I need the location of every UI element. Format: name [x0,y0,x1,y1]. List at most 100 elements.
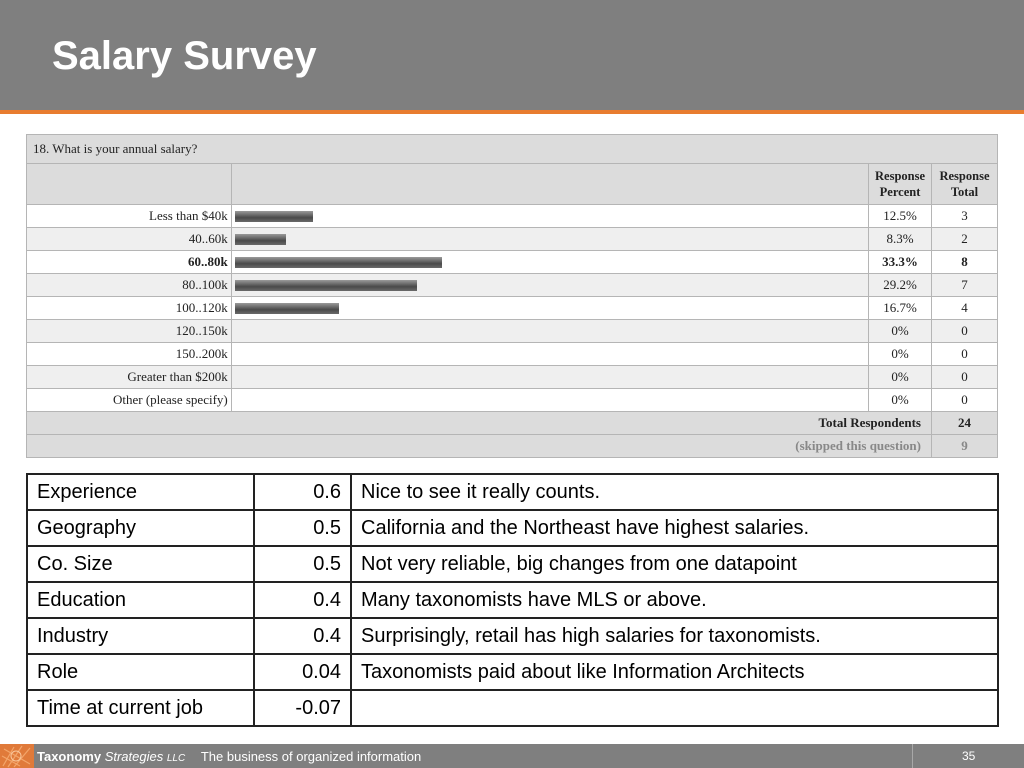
column-header-row: Response Percent Response Total [26,163,998,205]
question-row: 18. What is your annual salary? [26,134,998,164]
answer-label: 40..60k [26,227,232,251]
response-total: 8 [931,250,998,274]
factor-value: 0.5 [253,545,352,583]
response-percent: 12.5% [868,204,932,228]
factor-name: Co. Size [26,545,255,583]
factor-value: 0.04 [253,653,352,691]
brand-word: Strategies [104,749,164,764]
header-percent-line2: Percent [879,185,921,199]
factor-name: Education [26,581,255,619]
factor-name: Geography [26,509,255,547]
factor-value: -0.07 [253,689,352,727]
answer-label: Less than $40k [26,204,232,228]
slide-footer: Taxonomy Strategies LLC The business of … [0,744,1024,768]
skipped-row: (skipped this question) 9 [26,434,998,458]
survey-results-table: 18. What is your annual salary? Response… [26,134,998,458]
survey-row: Other (please specify) 0% 0 [26,388,998,412]
bar-cell [230,273,870,297]
bar-cell [230,227,870,251]
answer-label: Greater than $200k [26,365,232,389]
header-blank-bar [230,163,870,205]
question-text: 18. What is your annual salary? [26,134,998,164]
skipped-label: (skipped this question) [26,434,932,458]
header-total-line2: Total [950,185,979,199]
header-response-percent: Response Percent [868,163,932,205]
response-total: 4 [931,296,998,320]
header-percent-line1: Response [875,169,926,183]
answer-label: 80..100k [26,273,232,297]
total-respondents-label: Total Respondents [26,411,932,435]
slide-title: Salary Survey [52,34,317,78]
survey-row: 100..120k 16.7% 4 [26,296,998,320]
response-total: 3 [931,204,998,228]
answer-label: Other (please specify) [26,388,232,412]
skipped-value: 9 [931,434,998,458]
accent-rule [0,110,1024,114]
response-percent: 0% [868,365,932,389]
factor-row: Geography 0.5 California and the Northeast… [26,509,999,547]
answer-label: 100..120k [26,296,232,320]
response-bar [234,302,339,314]
salary-factors-table: Experience 0.6 Nice to see it really count… [26,473,999,727]
brand-name: Taxonomy [37,749,102,764]
bar-cell [230,296,870,320]
bar-cell [230,319,870,343]
footer-tagline: The business of organized information [200,749,422,764]
response-bar [234,279,417,291]
response-total: 0 [931,319,998,343]
factor-row: Industry 0.4 Surprisingly, retail has high… [26,617,999,655]
response-percent: 0% [868,388,932,412]
survey-row: 120..150k 0% 0 [26,319,998,343]
factor-row: Co. Size 0.5 Not very reliable, big change… [26,545,999,583]
footer-brand: Taxonomy Strategies LLC The business of … [37,749,421,764]
factor-name: Industry [26,617,255,655]
response-total: 0 [931,365,998,389]
slide-header: Salary Survey [0,0,1024,110]
factor-value: 0.4 [253,617,352,655]
total-respondents-row: Total Respondents 24 [26,411,998,435]
bar-cell [230,204,870,228]
factor-note: Many taxonomists have MLS or above. [350,581,999,619]
factor-note: California and the Northeast have highes… [350,509,999,547]
factor-value: 0.6 [253,473,352,511]
header-response-total: Response Total [931,163,998,205]
factor-note: Nice to see it really counts. [350,473,999,511]
factor-value: 0.4 [253,581,352,619]
response-bar [234,256,443,268]
answer-label: 60..80k [26,250,232,274]
survey-row: 40..60k 8.3% 2 [26,227,998,251]
response-bar [234,233,287,245]
header-blank-label [26,163,232,205]
factor-name: Role [26,653,255,691]
factor-name: Experience [26,473,255,511]
answer-label: 150..200k [26,342,232,366]
response-percent: 16.7% [868,296,932,320]
factor-row: Role 0.04 Taxonomists paid about like Info… [26,653,999,691]
factor-note: Taxonomists paid about like Information … [350,653,999,691]
factor-row: Experience 0.6 Nice to see it really count… [26,473,999,511]
survey-row: 150..200k 0% 0 [26,342,998,366]
response-percent: 0% [868,342,932,366]
response-bar [234,210,313,222]
factor-note: Not very reliable, big changes from one … [350,545,999,583]
response-percent: 0% [868,319,932,343]
bar-cell [230,365,870,389]
survey-row: 80..100k 29.2% 7 [26,273,998,297]
response-total: 2 [931,227,998,251]
company-logo-icon [0,744,34,768]
header-total-line1: Response [939,169,990,183]
factor-value: 0.5 [253,509,352,547]
factor-row: Time at current job -0.07 [26,689,999,727]
response-percent: 33.3% [868,250,932,274]
factor-note: Surprisingly, retail has high salaries f… [350,617,999,655]
response-percent: 8.3% [868,227,932,251]
factor-name: Time at current job [26,689,255,727]
bar-cell [230,388,870,412]
response-percent: 29.2% [868,273,932,297]
response-total: 7 [931,273,998,297]
survey-row: Less than $40k 12.5% 3 [26,204,998,228]
page-number: 35 [962,749,976,763]
brand-suffix: LLC [166,753,186,764]
bar-cell [230,342,870,366]
total-respondents-value: 24 [931,411,998,435]
